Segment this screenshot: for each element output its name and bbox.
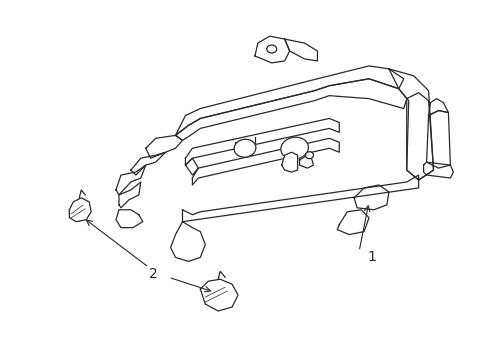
Polygon shape — [119, 182, 141, 208]
Polygon shape — [427, 99, 447, 116]
Polygon shape — [131, 152, 165, 175]
Ellipse shape — [234, 139, 255, 157]
Polygon shape — [175, 79, 406, 140]
Polygon shape — [116, 210, 142, 228]
Polygon shape — [426, 111, 449, 168]
Polygon shape — [423, 162, 452, 178]
Polygon shape — [182, 175, 418, 222]
Polygon shape — [185, 118, 339, 165]
Polygon shape — [192, 138, 339, 185]
Polygon shape — [281, 152, 297, 172]
Polygon shape — [406, 93, 433, 180]
Text: 1: 1 — [366, 251, 375, 264]
Polygon shape — [337, 210, 368, 235]
Ellipse shape — [266, 45, 276, 53]
Polygon shape — [170, 222, 205, 261]
Polygon shape — [353, 185, 388, 210]
Polygon shape — [200, 279, 238, 311]
Ellipse shape — [280, 137, 308, 159]
Polygon shape — [145, 135, 182, 158]
Polygon shape — [299, 156, 313, 168]
Ellipse shape — [305, 152, 313, 159]
Polygon shape — [69, 198, 91, 222]
Polygon shape — [175, 66, 403, 135]
Polygon shape — [185, 158, 198, 175]
Polygon shape — [254, 36, 289, 63]
Polygon shape — [284, 39, 317, 61]
Text: 2: 2 — [148, 267, 157, 281]
Polygon shape — [388, 69, 433, 180]
Polygon shape — [116, 165, 145, 195]
